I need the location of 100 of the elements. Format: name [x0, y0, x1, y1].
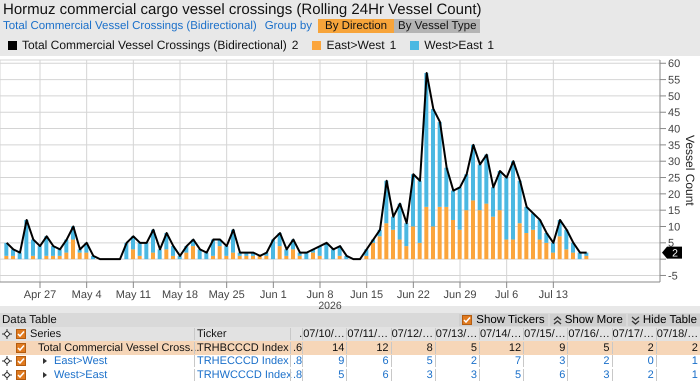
text: Group by [264, 20, 312, 32]
text: 6 [346, 368, 391, 381]
y-tick-label: 20 [668, 188, 680, 201]
bar [251, 256, 255, 260]
bar [551, 252, 555, 260]
bar [78, 252, 82, 260]
bar [284, 249, 288, 256]
text: 1 [390, 38, 396, 52]
x-tick-label: May 25 [208, 288, 245, 301]
bar [551, 242, 555, 253]
bar [278, 246, 282, 260]
bar [438, 206, 442, 260]
bar [404, 223, 408, 246]
bar [238, 256, 242, 260]
text: 1 [487, 38, 494, 52]
text: 07/10/… [302, 328, 346, 340]
bar [578, 252, 582, 260]
bar [171, 256, 175, 260]
bar [58, 256, 62, 260]
bar [531, 230, 535, 260]
text: 9 [523, 342, 568, 354]
bar [218, 246, 222, 260]
bar [144, 242, 148, 260]
text: 5 [434, 342, 479, 354]
bar [458, 187, 462, 230]
x-tick-label: Jun 29 [443, 288, 477, 301]
bar [424, 206, 428, 260]
text: TRHECCCD Index [194, 355, 290, 368]
text: 2026 [317, 300, 343, 312]
x-tick-label: Jun 22 [396, 288, 430, 301]
text: Hide Table [628, 314, 700, 326]
y-tick-label: 35 [668, 140, 680, 152]
text: 07/14/… [478, 328, 524, 340]
bar [371, 242, 375, 260]
bar [404, 246, 408, 260]
bar [431, 226, 435, 260]
bar [184, 252, 188, 260]
bar [524, 233, 528, 260]
bar [524, 206, 528, 234]
x-tick-label: Jul 6 [495, 288, 518, 301]
text: 1 [656, 355, 700, 368]
bar [211, 256, 215, 260]
bar [518, 180, 522, 224]
bar [4, 242, 8, 256]
text: 6 [346, 355, 391, 368]
text: 2 [567, 355, 612, 368]
bar [438, 122, 442, 207]
bar [138, 256, 142, 260]
bar [291, 249, 295, 260]
bar [164, 249, 168, 260]
text: 07/11/… [346, 328, 391, 340]
text: 3 [390, 368, 435, 381]
text: 07/18/… [656, 328, 700, 340]
y-tick-label: 25 [668, 172, 680, 184]
legend-label: Total Commercial Vessel Crossings (Bidirectional) [22, 38, 287, 52]
text: 2 [612, 368, 656, 381]
text: 3 [523, 355, 568, 368]
bar [431, 108, 435, 226]
bar [444, 206, 448, 260]
bar [584, 256, 588, 260]
bar [338, 256, 342, 260]
text: 07/12/… [390, 328, 435, 340]
text: 3 [434, 368, 479, 381]
bar [224, 256, 228, 260]
bar [158, 249, 162, 260]
y-tick-label: 50 [668, 90, 680, 103]
bar [31, 240, 35, 256]
x-tick-label: May 18 [162, 288, 198, 301]
text: 14 [302, 342, 346, 354]
bar [298, 256, 302, 260]
text: .8 [290, 355, 302, 368]
bar [451, 190, 455, 220]
chart-subtitle: Total Commercial Vessel Crossings (Bidirectional) [3, 20, 257, 32]
bar [31, 256, 35, 260]
bar [51, 246, 55, 256]
text: 3 [567, 368, 612, 381]
x-tick-label: May 4 [72, 288, 102, 301]
text: 5 [390, 355, 435, 368]
text: 2 [656, 342, 700, 354]
bar [491, 216, 495, 260]
bar [511, 240, 515, 260]
text: 5 [478, 368, 524, 381]
bar [331, 249, 335, 260]
bar [284, 256, 288, 260]
text: Ticker [194, 328, 290, 340]
y-tick-label: 40 [668, 123, 680, 136]
text: .6 [290, 342, 302, 354]
bar [504, 178, 508, 240]
bar [378, 236, 382, 260]
bar [391, 230, 395, 260]
text: 5 [567, 342, 612, 354]
text: By Vessel Type [394, 19, 480, 33]
bar [318, 256, 322, 260]
bar [511, 161, 515, 240]
bar [558, 236, 562, 260]
bar [464, 174, 468, 210]
bar [471, 200, 475, 260]
text: 6 [523, 368, 568, 381]
text: 2 [292, 38, 298, 52]
bar [64, 252, 68, 260]
